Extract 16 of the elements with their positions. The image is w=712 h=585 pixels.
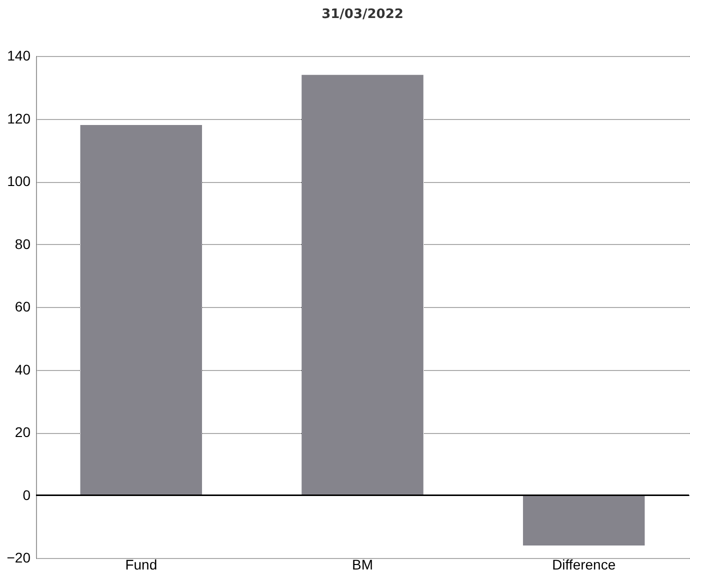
y-tick-label: 40 bbox=[14, 361, 31, 378]
chart-title: 31/03/2022 bbox=[322, 7, 404, 22]
x-tick-label: Difference bbox=[552, 556, 616, 572]
y-tick-label: 120 bbox=[7, 110, 31, 126]
x-tick-label: Fund bbox=[125, 556, 158, 572]
y-tick-label: −20 bbox=[6, 550, 31, 566]
y-tick-label: 80 bbox=[14, 236, 31, 252]
bar bbox=[302, 74, 424, 496]
y-tick-label: 0 bbox=[22, 486, 31, 503]
y-tick-label: 60 bbox=[14, 298, 31, 314]
bar bbox=[80, 125, 202, 496]
bar bbox=[522, 495, 645, 546]
y-tick-label: 100 bbox=[7, 173, 31, 189]
x-tick-label: BM bbox=[352, 556, 373, 572]
y-tick-label: 140 bbox=[7, 48, 31, 64]
y-tick-label: 20 bbox=[14, 424, 31, 440]
